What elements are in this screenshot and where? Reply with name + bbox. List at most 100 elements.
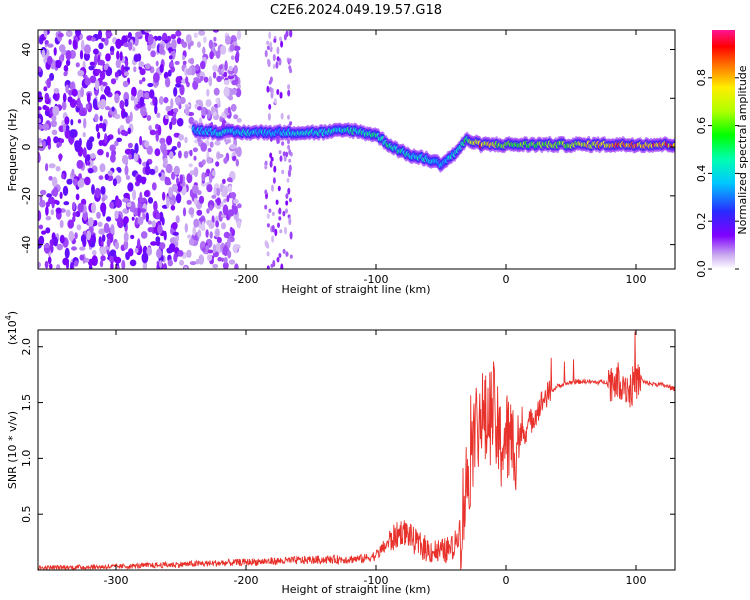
colorbar-tick-label: 0.6 bbox=[695, 117, 708, 135]
noise-speck bbox=[163, 157, 168, 167]
noise-speck bbox=[226, 238, 231, 249]
noise-speck bbox=[282, 248, 286, 254]
noise-speck bbox=[162, 148, 168, 156]
noise-speck bbox=[80, 234, 87, 244]
noise-speck bbox=[177, 141, 181, 149]
noise-speck bbox=[89, 265, 93, 269]
noise-speck bbox=[88, 217, 94, 227]
noise-speck bbox=[273, 165, 277, 173]
noise-speck bbox=[287, 144, 291, 150]
noise-speck bbox=[38, 224, 44, 230]
noise-speck bbox=[139, 79, 143, 85]
noise-speck bbox=[227, 106, 231, 114]
spectrogram-x-tick-label: -300 bbox=[104, 273, 129, 286]
noise-speck bbox=[99, 246, 107, 255]
noise-speck bbox=[209, 231, 213, 239]
noise-speck bbox=[79, 49, 84, 60]
noise-speck bbox=[89, 241, 96, 248]
noise-speck bbox=[215, 187, 221, 197]
noise-speck bbox=[226, 195, 230, 203]
noise-speck bbox=[269, 86, 272, 93]
noise-speck bbox=[103, 88, 110, 94]
noise-speck bbox=[109, 45, 115, 53]
noise-speck bbox=[223, 198, 227, 203]
noise-speck bbox=[50, 209, 55, 216]
noise-speck bbox=[123, 42, 130, 48]
noise-speck bbox=[209, 141, 214, 148]
noise-speck bbox=[176, 37, 182, 45]
noise-speck bbox=[75, 30, 81, 37]
noise-speck bbox=[128, 41, 133, 51]
spectrogram-marks bbox=[38, 30, 675, 269]
noise-speck bbox=[92, 249, 97, 256]
noise-speck bbox=[125, 175, 131, 180]
noise-speck bbox=[89, 61, 96, 66]
noise-speck bbox=[109, 144, 116, 152]
spectrogram-x-ticks: -300 -200 -100 0 100 bbox=[104, 30, 647, 286]
snr-x-label: Height of straight line (km) bbox=[281, 583, 430, 596]
noise-speck bbox=[114, 113, 121, 120]
noise-speck bbox=[143, 190, 150, 197]
noise-speck bbox=[76, 97, 81, 109]
noise-speck bbox=[170, 33, 177, 40]
noise-speck bbox=[139, 96, 145, 107]
noise-speck bbox=[268, 103, 272, 110]
noise-speck bbox=[67, 96, 73, 103]
noise-speck bbox=[230, 88, 238, 95]
spectrogram-y-tick-label: -40 bbox=[20, 236, 33, 254]
noise-speck bbox=[105, 151, 110, 158]
noise-speck bbox=[100, 255, 106, 262]
noise-speck bbox=[137, 238, 141, 250]
noise-speck bbox=[147, 82, 154, 88]
noise-speck bbox=[168, 186, 174, 198]
noise-speck bbox=[154, 165, 159, 173]
noise-speck bbox=[101, 99, 107, 108]
snr-frame bbox=[37, 329, 676, 571]
noise-speck bbox=[133, 54, 140, 62]
noise-speck bbox=[69, 82, 74, 90]
figure-title: C2E6.2024.049.19.57.G18 bbox=[270, 3, 442, 18]
noise-speck bbox=[198, 30, 206, 36]
noise-speck bbox=[288, 149, 292, 156]
noise-speck bbox=[222, 178, 226, 184]
noise-speck bbox=[83, 44, 91, 55]
noise-speck bbox=[144, 92, 150, 99]
noise-speck bbox=[124, 98, 129, 107]
noise-speck bbox=[59, 234, 65, 244]
noise-speck bbox=[287, 187, 291, 195]
noise-speck bbox=[273, 38, 277, 43]
noise-speck bbox=[110, 261, 114, 269]
noise-speck bbox=[119, 51, 123, 61]
noise-speck bbox=[72, 215, 76, 223]
noise-speck bbox=[218, 210, 223, 222]
noise-speck bbox=[206, 219, 212, 226]
noise-speck bbox=[156, 35, 162, 41]
noise-speck bbox=[169, 151, 174, 160]
noise-speck bbox=[71, 246, 77, 251]
noise-speck bbox=[145, 212, 149, 223]
noise-speck bbox=[72, 211, 77, 218]
noise-speck bbox=[277, 185, 281, 192]
noise-speck bbox=[68, 89, 73, 96]
noise-speck bbox=[41, 140, 47, 150]
noise-speck bbox=[97, 101, 102, 109]
noise-speck bbox=[203, 36, 207, 44]
noise-speck bbox=[68, 39, 72, 45]
noise-speck bbox=[149, 168, 156, 175]
noise-speck bbox=[212, 111, 217, 117]
noise-speck bbox=[133, 66, 137, 73]
noise-speck bbox=[201, 172, 206, 182]
noise-speck bbox=[200, 60, 206, 70]
noise-speck bbox=[275, 61, 279, 69]
noise-speck bbox=[283, 155, 287, 162]
noise-speck bbox=[91, 255, 98, 267]
noise-speck bbox=[51, 176, 58, 188]
noise-speck bbox=[179, 174, 183, 185]
noise-speck bbox=[278, 150, 282, 155]
noise-speck bbox=[39, 195, 43, 203]
noise-speck bbox=[170, 205, 176, 211]
noise-speck bbox=[235, 88, 242, 98]
noise-speck bbox=[188, 238, 195, 246]
noise-speck bbox=[165, 163, 173, 174]
noise-speck bbox=[154, 148, 161, 157]
